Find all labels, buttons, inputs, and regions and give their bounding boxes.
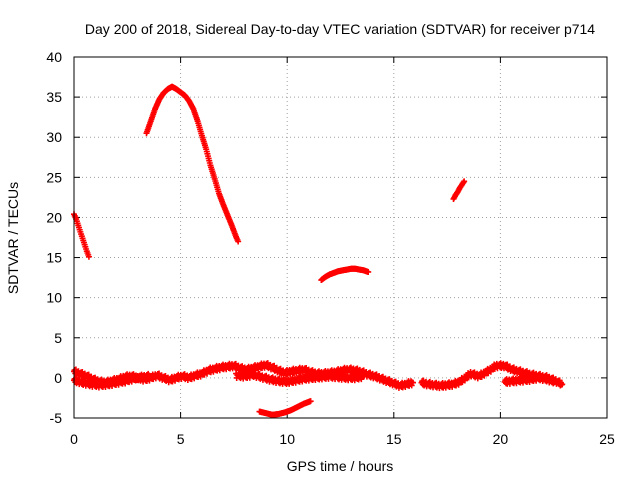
- y-tick-label: 20: [46, 209, 62, 225]
- x-tick-label: 0: [70, 431, 78, 447]
- series-late-lower-band: [501, 372, 559, 387]
- y-tick-label: 35: [46, 89, 62, 105]
- data-point: [409, 379, 416, 386]
- series-arc-17-8-18-3h: [450, 178, 468, 202]
- data-point: [552, 378, 559, 385]
- data-point: [461, 178, 468, 185]
- data-points: [71, 83, 566, 418]
- x-tick-labels: 0 5 10 15 20 25: [70, 431, 615, 447]
- series-negative-arc-8-7-11-2h: [256, 398, 314, 418]
- y-tick-labels: -5 0 5 10 15 20 25 30 35 40: [46, 49, 62, 426]
- series-arc-11-6-13-8h: [318, 265, 372, 284]
- data-point: [235, 238, 242, 245]
- series-arc-3-4-7-8h: [143, 83, 242, 245]
- series-secondary-band: [71, 369, 367, 391]
- y-tick-label: 0: [54, 370, 62, 386]
- y-tick-label: 10: [46, 290, 62, 306]
- y-axis-label: SDTVAR / TECUs: [5, 182, 21, 294]
- y-tick-label: 5: [54, 330, 62, 346]
- y-tick-label: 15: [46, 250, 62, 266]
- x-tick-label: 20: [493, 431, 509, 447]
- y-tick-label: -5: [50, 410, 63, 426]
- y-tick-label: 30: [46, 129, 62, 145]
- data-point: [307, 398, 314, 405]
- x-axis-label: GPS time / hours: [287, 458, 394, 474]
- x-tick-label: 5: [177, 431, 185, 447]
- data-point: [360, 373, 367, 380]
- plot-frame: [73, 56, 608, 419]
- x-tick-label: 25: [599, 431, 615, 447]
- data-point: [559, 381, 566, 388]
- y-tick-label: 40: [46, 49, 62, 65]
- x-tick-label: 10: [279, 431, 295, 447]
- data-point: [147, 374, 154, 381]
- data-point: [365, 268, 372, 275]
- grid: [74, 57, 607, 418]
- x-tick-label: 15: [386, 431, 402, 447]
- data-point: [85, 253, 92, 260]
- chart-title: Day 200 of 2018, Sidereal Day-to-day VTE…: [85, 21, 595, 37]
- y-tick-label: 25: [46, 169, 62, 185]
